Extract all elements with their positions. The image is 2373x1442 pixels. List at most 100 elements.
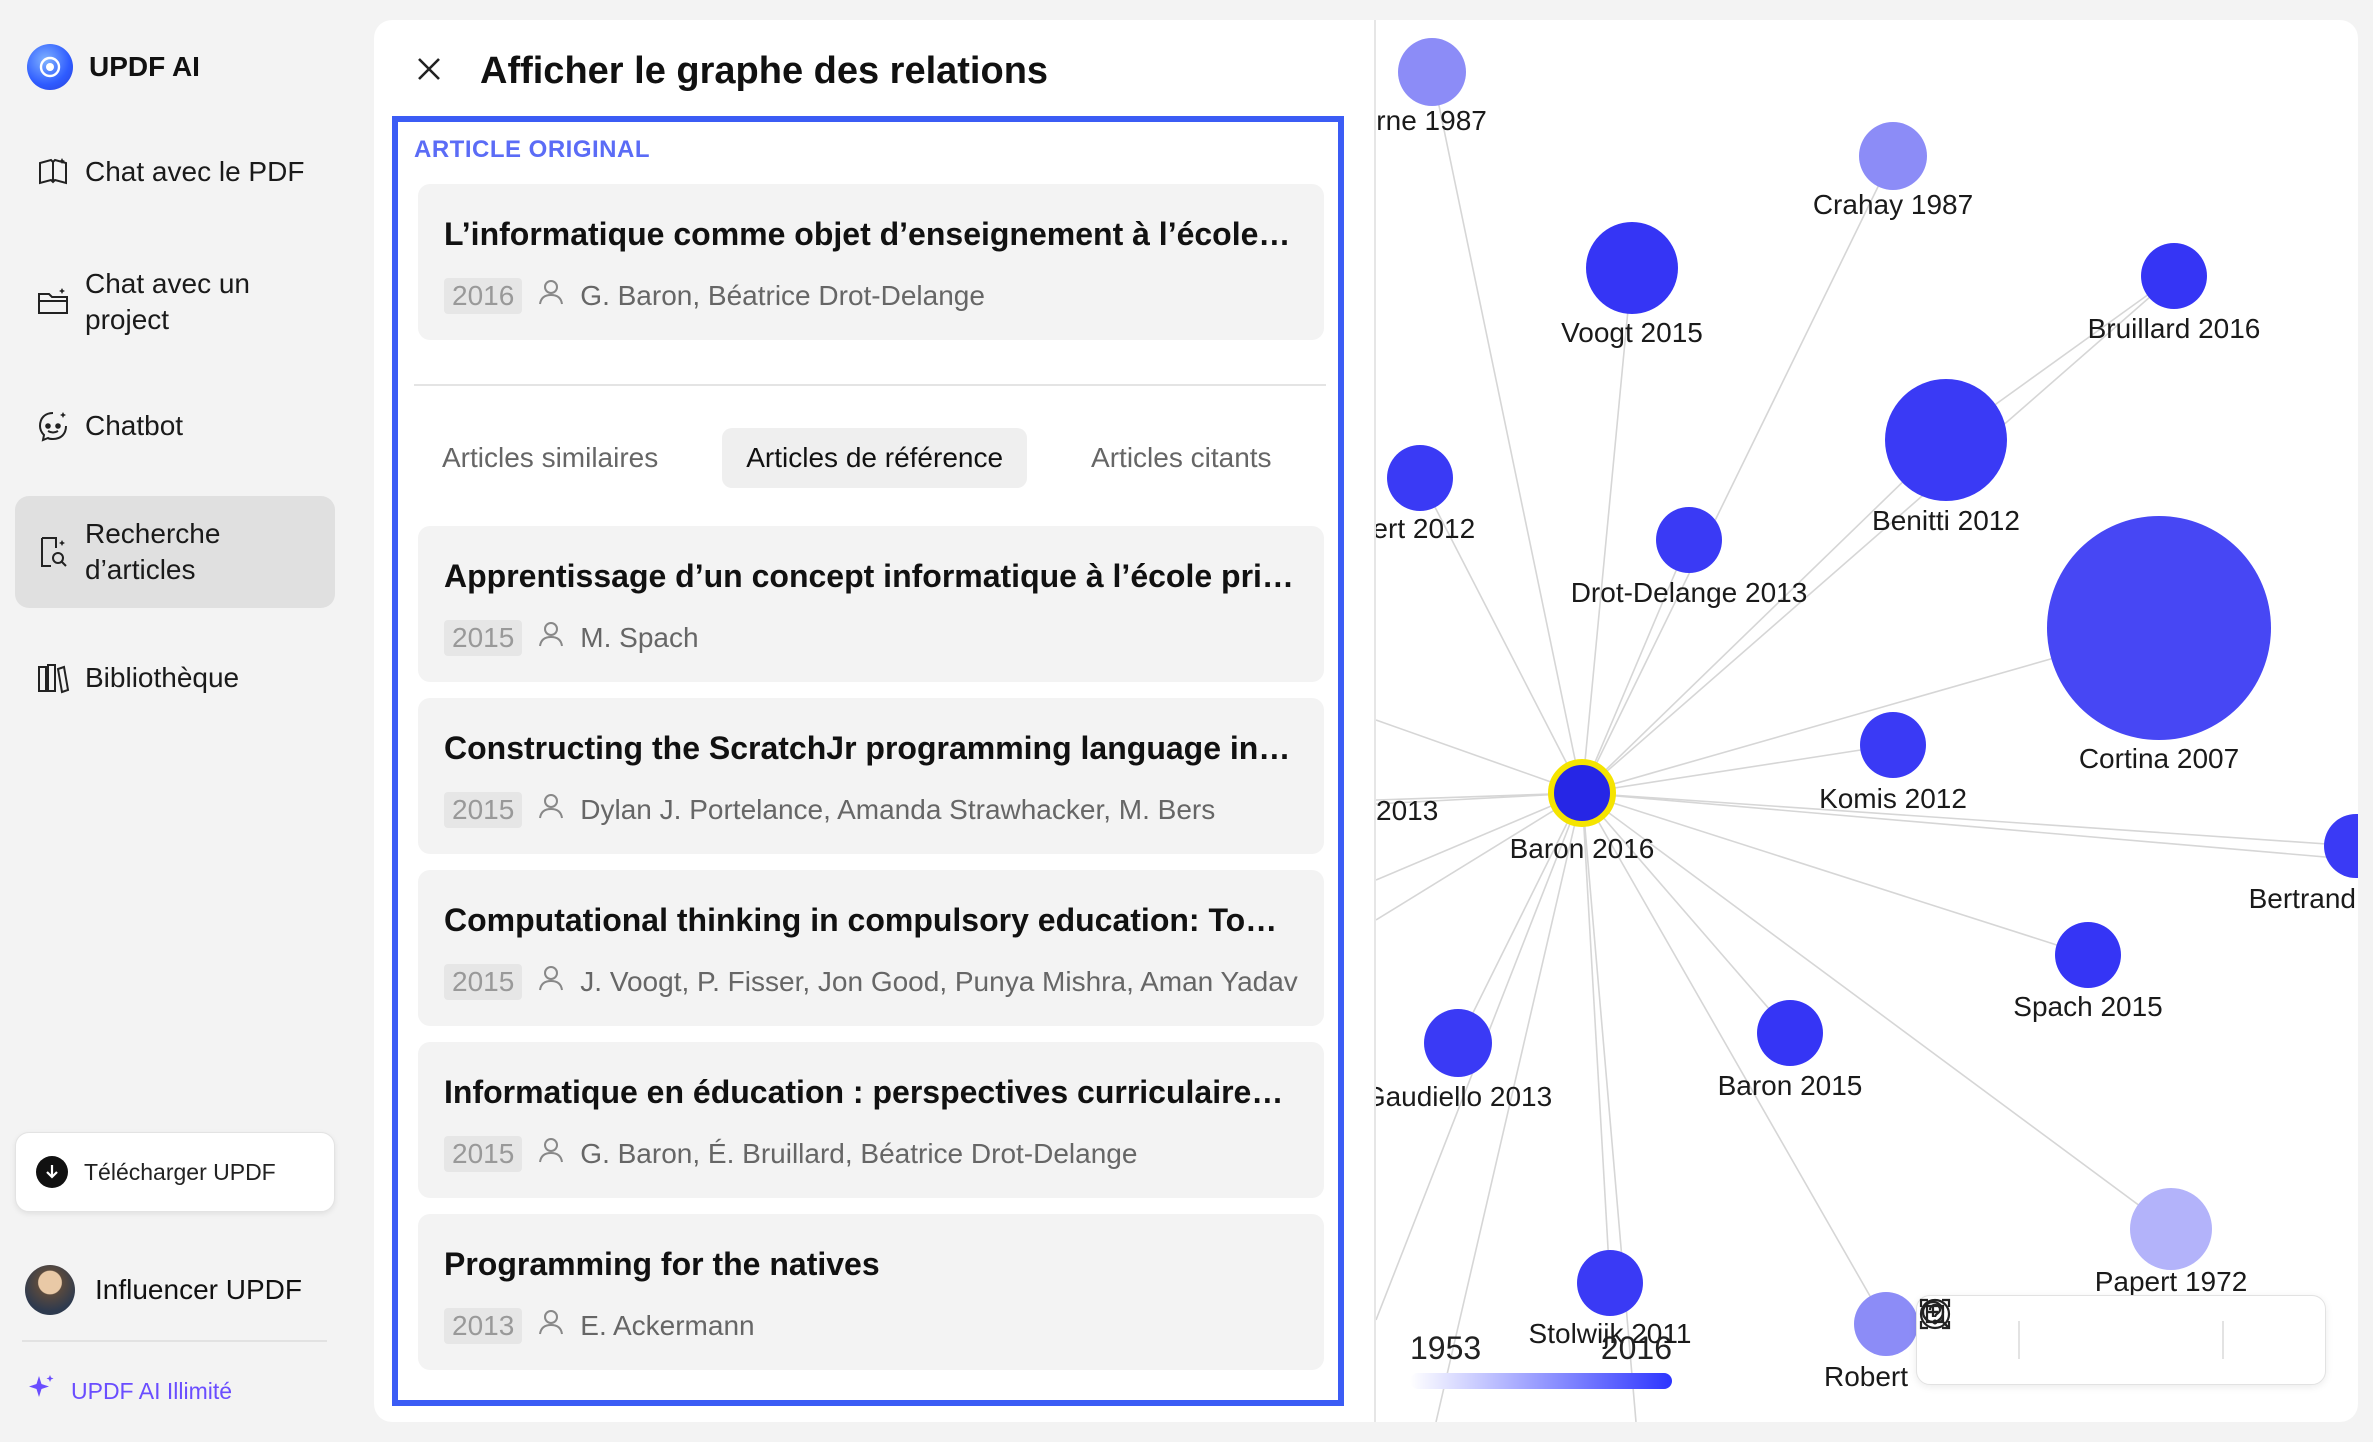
graph-node[interactable]: [1398, 38, 1466, 106]
folder-icon: [35, 284, 71, 320]
graph-node[interactable]: [1586, 222, 1678, 314]
person-icon: [536, 791, 566, 828]
graph-node-label: bert 2012: [1376, 513, 1475, 544]
graph-edge: [1581, 792, 1791, 1034]
toolbar-divider: [2222, 1321, 2224, 1359]
graph-node-label: Voogt 2015: [1561, 317, 1703, 348]
close-icon[interactable]: [414, 54, 444, 89]
tab-similar-articles[interactable]: Articles similaires: [442, 442, 659, 473]
graph-node-label: Stolwijk 2011: [1529, 1318, 1692, 1349]
graph-node[interactable]: [1577, 1250, 1643, 1316]
graph-edge: [1581, 155, 1894, 794]
list-item[interactable]: Informatique en éducation : perspectives…: [418, 1042, 1324, 1198]
article-authors: Dylan J. Portelance, Amanda Strawhacker,…: [580, 793, 1216, 825]
panel-header: Afficher le graphe des relations: [414, 50, 1048, 93]
list-item[interactable]: Programming for the natives 2013 E. Acke…: [418, 1214, 1324, 1370]
graph-node[interactable]: [2141, 243, 2207, 309]
graph-node-label: Bruillard 2016: [2088, 313, 2261, 344]
graph-node[interactable]: [1854, 1292, 1918, 1356]
download-label: Télécharger UPDF: [84, 1158, 276, 1185]
graph-node[interactable]: [1387, 445, 1453, 511]
relations-panel: Afficher le graphe des relations ARTICLE…: [374, 20, 2358, 1422]
graph-node-label: Cortina 2007: [2079, 743, 2239, 774]
list-item[interactable]: Constructing the ScratchJr programming l…: [418, 698, 1324, 854]
sidebar-item-label: Chat avec le PDF: [85, 156, 305, 187]
tab-reference-articles[interactable]: Articles de référence: [722, 428, 1028, 488]
graph-edge: [1376, 792, 1583, 801]
graph-edge: [1581, 792, 2089, 956]
user-profile[interactable]: Influencer UPDF: [25, 1265, 302, 1315]
sidebar-item-label: Chatbot: [85, 410, 184, 441]
graph-node-label: 2013: [1376, 795, 1438, 826]
graph-node[interactable]: [1757, 1000, 1823, 1066]
graph-node[interactable]: [1656, 507, 1722, 573]
zoom-in-icon[interactable]: [1921, 1300, 2104, 1365]
book-open-icon: [35, 154, 71, 190]
graph-node-label: Baron 2015: [1718, 1070, 1863, 1101]
list-item[interactable]: Computational thinking in compulsory edu…: [418, 870, 1324, 1026]
article-year: 2013: [444, 1307, 523, 1344]
article-tabs: Articles similaires Articles de référenc…: [418, 428, 1296, 488]
graph-node-label: Papert 1972: [2095, 1266, 2248, 1297]
article-year: 2016: [444, 277, 523, 314]
article-title: Programming for the natives: [444, 1246, 880, 1282]
download-updf-button[interactable]: Télécharger UPDF: [15, 1132, 335, 1212]
article-title: L’informatique comme objet d’enseignemen…: [444, 216, 1298, 252]
original-article-card[interactable]: L’informatique comme objet d’enseignemen…: [418, 184, 1324, 340]
article-authors: G. Baron, Béatrice Drot-Delange: [580, 279, 985, 311]
sidebar-item-label: Chat avec un project: [85, 268, 250, 335]
person-icon: [536, 277, 566, 314]
brand[interactable]: UPDF AI: [27, 44, 200, 90]
graph-node-label: Bertrand: [2249, 883, 2356, 914]
graph-node[interactable]: [2324, 814, 2358, 878]
graph-edge: [1581, 744, 1894, 794]
article-list: ARTICLE ORIGINAL L’informatique comme ob…: [392, 116, 1344, 1406]
relation-graph[interactable]: horne 1987 Crahay 1987 Voogt 2015 Bruillard…: [1374, 20, 2358, 1422]
document-search-icon: [35, 534, 71, 570]
graph-node[interactable]: [1885, 379, 2007, 501]
original-article-label: ARTICLE ORIGINAL: [414, 136, 650, 163]
sidebar-item-library[interactable]: Bibliothèque: [15, 654, 335, 702]
graph-edge: [1581, 275, 2175, 794]
graph-node[interactable]: [1859, 122, 1927, 190]
graph-edge: [1376, 719, 1583, 794]
upgrade-link[interactable]: UPDF AI Illimité: [25, 1372, 232, 1410]
graph-edge: [1581, 792, 1611, 1284]
legend-max-year: 2016: [1600, 1330, 1672, 1366]
graph-edge: [1457, 792, 1583, 1044]
graph-node[interactable]: [2047, 516, 2271, 740]
graph-edge: [1581, 792, 1887, 1325]
chatbot-icon: [35, 408, 71, 444]
graph-edge: [1581, 792, 2358, 861]
tab-citing-articles[interactable]: Articles citants: [1091, 442, 1272, 473]
help-icon[interactable]: [1919, 1298, 2308, 1365]
graph-edge: [1431, 71, 1583, 794]
sidebar-item-chat-pdf[interactable]: Chat avec le PDF: [15, 148, 335, 196]
article-authors: J. Voogt, P. Fisser, Jon Good, Punya Mis…: [580, 965, 1298, 997]
download-icon: [36, 1156, 68, 1188]
sidebar-item-chat-project[interactable]: Chat avec un project: [15, 262, 335, 342]
article-year: 2015: [444, 963, 523, 1000]
zoom-out-icon[interactable]: [1921, 1300, 2188, 1365]
library-icon: [35, 660, 71, 696]
graph-edge: [1435, 792, 1583, 1422]
sidebar-divider: [22, 1340, 327, 1342]
sparkle-icon: [25, 1372, 57, 1410]
graph-node[interactable]: [1424, 1009, 1492, 1077]
page-title: Afficher le graphe des relations: [480, 50, 1049, 92]
legend-min-year: 1953: [1410, 1330, 1482, 1366]
graph-node[interactable]: [2055, 922, 2121, 988]
graph-node[interactable]: [2130, 1188, 2212, 1270]
graph-edge: [1581, 792, 1637, 1422]
graph-canvas[interactable]: horne 1987 Crahay 1987 Voogt 2015 Bruillard…: [1376, 20, 2358, 1422]
sidebar-item-chatbot[interactable]: Chatbot: [15, 402, 335, 450]
sidebar-item-article-search[interactable]: Recherche d’articles: [15, 496, 335, 608]
graph-node[interactable]: [1860, 712, 1926, 778]
article-title: Computational thinking in compulsory edu…: [444, 902, 1298, 938]
graph-node-label: Gaudiello 2013: [1376, 1081, 1552, 1112]
graph-node[interactable]: [1548, 759, 1616, 827]
list-item[interactable]: Apprentissage d’un concept informatique …: [418, 526, 1324, 682]
graph-node-label: Robert: [1824, 1361, 1908, 1392]
graph-edge: [1376, 792, 1583, 881]
person-icon: [536, 619, 566, 656]
